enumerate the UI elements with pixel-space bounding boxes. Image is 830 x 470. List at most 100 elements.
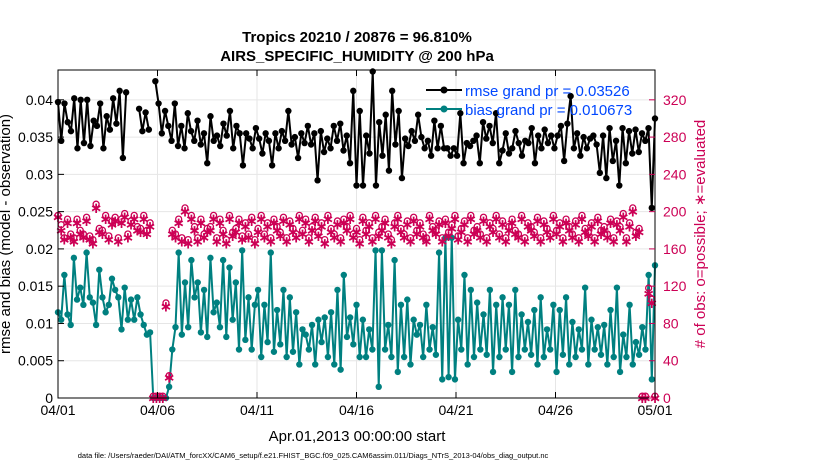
- possible-obs-point: [273, 222, 281, 231]
- evaluated-obs-point: ∗: [245, 212, 258, 230]
- rmse-point: [496, 159, 503, 167]
- evaluated-obs-point: ∗: [455, 223, 468, 241]
- evaluated-obs-point: ∗: [112, 232, 125, 250]
- possible-obs-point: [390, 219, 399, 227]
- y-axis-label: rmse and bias (model - observation): [0, 114, 14, 354]
- evaluated-obs-point: ∗: [258, 229, 271, 247]
- rmse-point: [194, 117, 201, 124]
- evaluated-obs-point: ∗: [623, 218, 636, 236]
- bias-point: [388, 353, 395, 361]
- evaluated-obs-point: ∗: [569, 216, 582, 234]
- rmse-point: [505, 150, 513, 157]
- bias-point: [235, 346, 243, 353]
- rmse-point: [492, 110, 500, 117]
- rmse-point: [642, 137, 649, 145]
- possible-obs-point: [591, 234, 599, 242]
- evaluated-obs-point: ∗: [458, 216, 471, 234]
- evaluated-obs-point: ∗: [115, 214, 128, 232]
- evaluated-obs-point: ∗: [379, 214, 392, 232]
- rmse-point: [187, 127, 195, 135]
- y-tick-label: 0.015: [18, 278, 53, 294]
- rmse-point: [427, 152, 435, 159]
- rmse-point: [113, 120, 120, 127]
- x-tick-label: 05/01: [637, 402, 672, 418]
- bias-point: [534, 361, 541, 368]
- bias-point: [591, 346, 598, 353]
- possible-obs-point: [206, 222, 215, 231]
- possible-obs-point: [435, 217, 443, 225]
- possible-obs-point: [289, 224, 297, 233]
- bias-point: [531, 306, 538, 314]
- evaluated-obs-point: ∗: [176, 232, 189, 250]
- rmse-point: [327, 145, 334, 152]
- evaluated-obs-point: ∗: [103, 231, 116, 249]
- bias-point: [305, 346, 313, 353]
- rmse-point: [518, 152, 526, 159]
- rmse-point: [603, 174, 610, 182]
- evaluated-obs-point: ∗: [315, 218, 328, 236]
- evaluated-obs-point: ∗: [74, 225, 87, 243]
- evaluated-obs-point: ∗: [633, 223, 646, 241]
- rmse-point: [275, 145, 282, 152]
- bias-point: [165, 383, 173, 391]
- possible-obs-point: [98, 226, 107, 234]
- rmse-point: [87, 142, 94, 150]
- rmse-point: [632, 126, 639, 133]
- bias-point: [200, 286, 208, 294]
- evaluated-obs-point: ∗: [366, 232, 379, 250]
- possible-obs-point: [70, 234, 78, 242]
- bias-point: [61, 271, 68, 279]
- rmse-point: [236, 130, 243, 137]
- evaluated-obs-point: ∗: [439, 214, 452, 232]
- y-tick-label: 0.01: [26, 315, 53, 331]
- evaluated-obs-point: ∗: [290, 229, 303, 247]
- rmse-point: [93, 122, 101, 130]
- bias-point: [207, 254, 214, 262]
- possible-obs-point: [432, 226, 440, 234]
- possible-obs-point: [286, 217, 294, 225]
- evaluated-obs-point: ∗: [585, 218, 598, 236]
- bias-point: [137, 311, 144, 318]
- bias-point: [458, 346, 465, 353]
- bias-point: [178, 331, 186, 338]
- bias-point: [445, 373, 452, 381]
- rmse-point: [450, 145, 458, 152]
- evaluated-obs-point: ∗: [210, 232, 223, 250]
- evaluated-obs-point: ∗: [553, 218, 566, 236]
- possible-obs-point: [502, 234, 510, 242]
- evaluated-obs-point: ∗: [417, 229, 430, 247]
- evaluated-obs-point: ∗: [325, 223, 338, 241]
- bias-point: [121, 284, 128, 291]
- evaluated-obs-point: ∗: [515, 210, 528, 228]
- evaluated-obs-point: ∗: [525, 221, 538, 239]
- rmse-point: [204, 159, 211, 167]
- rmse-point: [489, 139, 496, 147]
- evaluated-obs-point: ∗: [566, 229, 579, 247]
- rmse-point: [174, 142, 182, 150]
- bias-point: [470, 353, 478, 361]
- possible-obs-point: [562, 215, 570, 223]
- bias-point: [296, 361, 303, 368]
- rmse-point: [96, 100, 104, 107]
- possible-obs-point: [451, 211, 459, 220]
- rmse-point: [434, 145, 441, 152]
- possible-obs-point: [378, 222, 386, 231]
- bias-point: [292, 309, 300, 316]
- bias-point: [578, 346, 586, 353]
- possible-obs-point: [295, 211, 303, 220]
- bias-point: [337, 366, 344, 373]
- bias-point: [448, 234, 455, 241]
- evaluated-obs-point: ∗: [611, 216, 624, 234]
- bias-point: [381, 346, 389, 353]
- evaluated-obs-point: ∗: [137, 210, 150, 228]
- possible-obs-point: [413, 226, 421, 234]
- evaluated-obs-point: ∗: [512, 229, 525, 247]
- possible-obs-point: [416, 219, 424, 227]
- rmse-point: [573, 130, 581, 137]
- bias-point: [413, 331, 421, 338]
- bias-point: [334, 286, 341, 294]
- evaluated-obs-point: ∗: [125, 216, 138, 234]
- evaluated-obs-point: ∗: [598, 221, 611, 239]
- rmse-point: [437, 122, 445, 130]
- evaluated-obs-point: ∗: [572, 232, 585, 250]
